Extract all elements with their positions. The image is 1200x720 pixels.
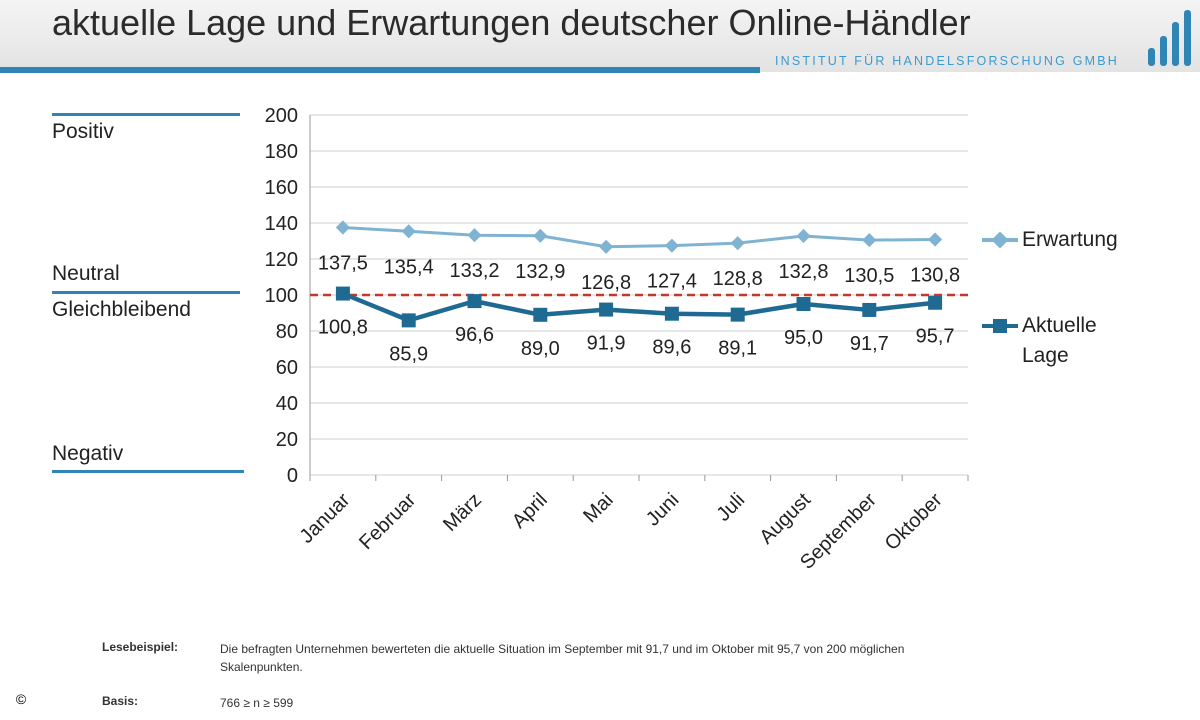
expectation-point (533, 228, 548, 243)
basis-text: 766 ≥ n ≥ 599 (220, 696, 294, 710)
y-tick-labels: 0 20 40 60 80 100 120 140 160 180 200 (265, 105, 298, 487)
y-tick-label: 0 (287, 465, 298, 487)
legend-expectation-marker (982, 231, 1018, 249)
current-data-label: 96,6 (455, 324, 494, 346)
current-point (928, 295, 943, 310)
y-tick-label: 200 (265, 105, 298, 127)
legend-current-label-1: Aktuelle (1022, 314, 1097, 337)
x-tick-label: Januar (296, 489, 355, 548)
legend-expectation-label: Erwartung (1022, 228, 1118, 251)
expectation-point (796, 228, 811, 244)
expectation-data-label: 137,5 (318, 253, 368, 275)
label-same: Gleichbleibend (52, 298, 191, 321)
y-tick-label: 180 (265, 141, 298, 163)
x-tick-label: Februar (355, 489, 420, 554)
neutral-rule (52, 291, 240, 294)
x-tick-label: Juli (712, 489, 749, 526)
series-layer (335, 220, 943, 328)
example-text: Die befragten Unternehmen bewerteten die… (220, 642, 905, 674)
expectation-point (664, 238, 679, 253)
current-data-label: 89,1 (718, 338, 757, 360)
y-tick-label: 120 (265, 249, 298, 271)
x-tick-label: Juni (642, 489, 684, 531)
x-tick-label: März (439, 489, 486, 536)
expectation-data-label: 135,4 (384, 256, 434, 278)
current-point (401, 313, 416, 328)
copyright-icon: © (10, 688, 32, 710)
y-tick-label: 60 (276, 357, 298, 379)
expectation-point (599, 239, 614, 254)
expectation-point (730, 236, 745, 251)
current-data-label: 85,9 (389, 343, 428, 365)
label-positive: Positiv (52, 120, 114, 143)
y-tick-label: 20 (276, 429, 298, 451)
label-neutral: Neutral (52, 262, 120, 285)
example-key: Lesebeispiel: (102, 640, 179, 654)
expectation-data-label: 127,4 (647, 271, 697, 293)
label-negative: Negativ (52, 442, 124, 465)
current-data-label: 89,0 (521, 338, 560, 360)
institute-logo-icon (1148, 10, 1191, 66)
expectation-data-label: 133,2 (449, 260, 499, 282)
legend-current-marker (982, 319, 1018, 333)
institute-name: INSTITUT FÜR HANDELSFORSCHUNG GMBH (775, 54, 1120, 68)
current-data-label: 91,9 (587, 333, 626, 355)
current-point (862, 302, 877, 317)
expectation-data-label: 130,5 (844, 265, 894, 287)
expectation-data-label: 132,9 (515, 261, 565, 283)
legend-current-label-2: Lage (1022, 344, 1069, 367)
expectation-data-label: 130,8 (910, 265, 960, 287)
current-data-label: 100,8 (318, 317, 368, 339)
x-tick-labels: Januar Februar März April Mai Juni Juli AugustS… (296, 489, 947, 574)
x-tick-label: Mai (579, 489, 617, 527)
grid-lines (309, 114, 969, 481)
current-point (533, 307, 548, 322)
expectation-point (401, 224, 416, 239)
data-labels: 137,5 135,4 133,2 132,9 126,8 127,4 128,8 132,8… (318, 253, 960, 366)
expectation-data-label: 132,8 (778, 261, 828, 283)
y-tick-label: 40 (276, 393, 298, 415)
y-tick-label: 140 (265, 213, 298, 235)
expectation-point (928, 232, 943, 247)
x-tick-label: April (508, 489, 552, 533)
y-tick-label: 160 (265, 177, 298, 199)
current-point (664, 306, 679, 321)
current-point (599, 302, 614, 317)
current-data-label: 95,0 (784, 327, 823, 349)
current-data-label: 91,7 (850, 333, 889, 355)
current-data-label: 89,6 (652, 337, 691, 359)
expectation-point (467, 228, 482, 243)
current-data-label: 95,7 (916, 326, 955, 348)
current-point (796, 297, 811, 311)
current-point (335, 286, 350, 301)
header-underline (0, 67, 760, 73)
expectation-point (335, 220, 350, 235)
expectation-data-label: 126,8 (581, 272, 631, 294)
x-tick-label: Oktober (881, 489, 947, 555)
page-title: aktuelle Lage und Erwartungen deutscher … (52, 2, 971, 43)
y-tick-label: 100 (265, 285, 298, 307)
current-line (342, 291, 936, 323)
basis-key: Basis: (102, 694, 139, 708)
expectation-line (342, 226, 936, 249)
positive-rule (52, 113, 240, 116)
current-point (467, 294, 482, 309)
expectation-point (862, 233, 877, 248)
current-point (730, 307, 745, 322)
y-tick-label: 80 (276, 321, 298, 343)
x-tick-label: August (755, 489, 815, 549)
header-bar: aktuelle Lage und Erwartungen deutscher … (0, 0, 1200, 73)
negative-rule (52, 470, 244, 473)
expectation-data-label: 128,8 (713, 268, 763, 290)
